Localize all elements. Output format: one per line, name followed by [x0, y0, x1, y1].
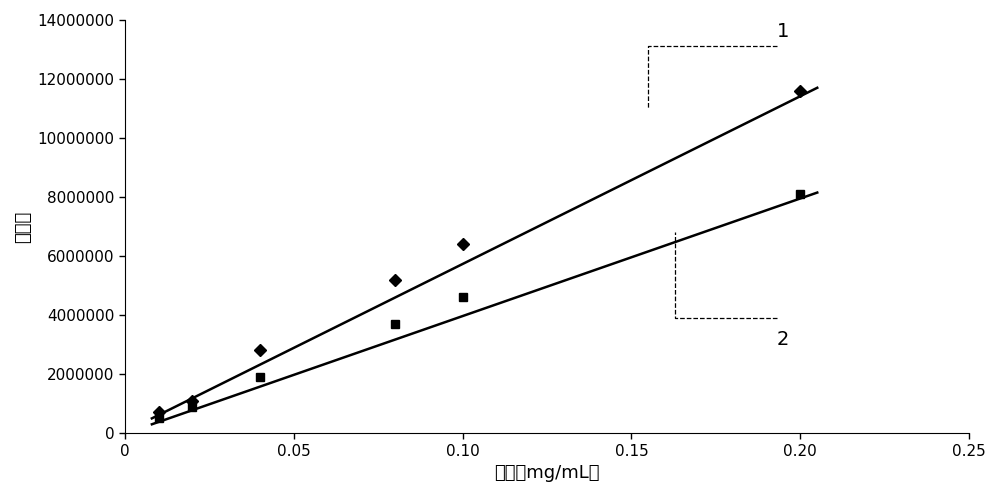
Y-axis label: 响应値: 响应値 [14, 210, 32, 243]
Text: 2: 2 [777, 330, 789, 349]
X-axis label: 浓度（mg/mL）: 浓度（mg/mL） [494, 464, 600, 482]
Text: 1: 1 [777, 21, 789, 41]
